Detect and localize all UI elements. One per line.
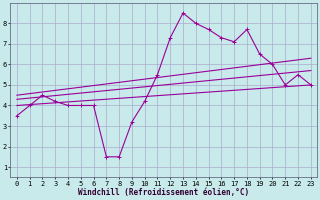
X-axis label: Windchill (Refroidissement éolien,°C): Windchill (Refroidissement éolien,°C): [78, 188, 249, 197]
